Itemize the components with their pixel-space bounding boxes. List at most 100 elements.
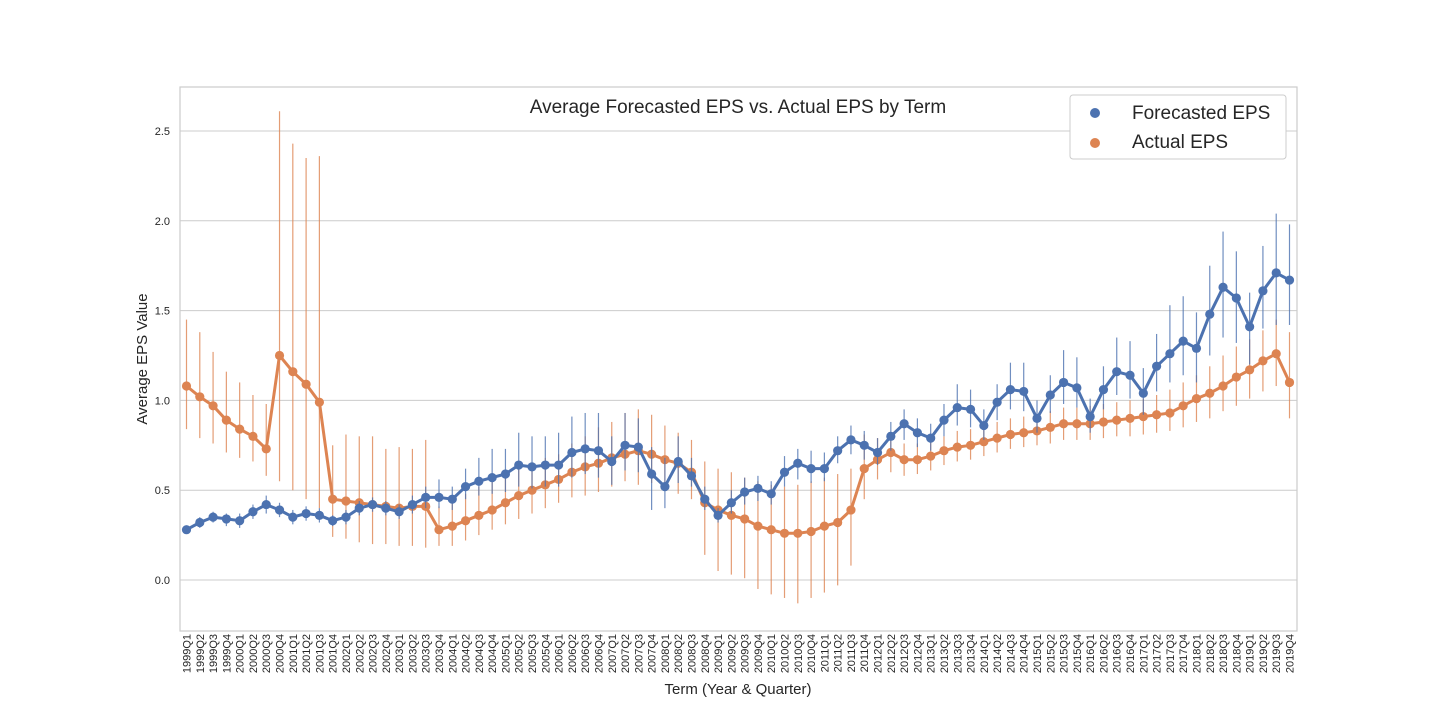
data-point (1258, 286, 1268, 296)
data-point (274, 505, 285, 515)
data-point (700, 494, 710, 504)
data-point (208, 512, 218, 522)
x-tick-label: 2018Q2 (1205, 634, 1217, 673)
data-point (181, 381, 192, 391)
x-tick-label: 2003Q4 (434, 634, 446, 673)
data-point (793, 458, 803, 468)
data-point (328, 516, 338, 526)
x-tick-label: 2006Q2 (567, 634, 579, 673)
x-tick-label: 2015Q1 (1032, 634, 1044, 673)
x-tick-label: 2014Q4 (1019, 634, 1031, 673)
data-point (235, 424, 245, 434)
x-tick-label: 2001Q3 (314, 634, 326, 673)
data-point (1205, 388, 1215, 398)
data-point (1019, 428, 1029, 438)
data-point (460, 516, 471, 526)
data-point (553, 460, 564, 470)
data-point (434, 492, 444, 502)
data-point (899, 419, 909, 429)
data-point (726, 510, 736, 520)
x-tick-label: 2010Q1 (766, 634, 778, 673)
x-tick-label: 2015Q2 (1045, 634, 1057, 673)
x-tick-label: 2002Q3 (368, 634, 380, 673)
x-tick-label: 2019Q1 (1245, 634, 1257, 673)
data-point (1085, 411, 1095, 422)
data-point (341, 512, 351, 522)
x-tick-label: 2003Q2 (407, 634, 419, 673)
data-point (979, 437, 989, 447)
x-tick-label: 2014Q2 (992, 634, 1004, 673)
data-point (1058, 377, 1069, 388)
data-point (487, 505, 497, 515)
data-point (500, 498, 511, 508)
x-tick-label: 2009Q3 (740, 634, 752, 673)
data-point (886, 431, 896, 441)
data-point (221, 415, 231, 425)
data-point (833, 446, 843, 456)
legend-marker-actual (1090, 138, 1100, 148)
data-point (1112, 415, 1122, 425)
x-tick-label: 2002Q4 (381, 634, 393, 673)
x-tick-labels: 1999Q1 1999Q2 1999Q3 1999Q4 2000Q1 2000Q2 2000… (182, 634, 1297, 673)
data-point (952, 442, 962, 452)
data-point (1005, 385, 1016, 395)
data-point (1072, 383, 1082, 393)
data-point (740, 487, 750, 497)
series-layer (181, 111, 1295, 604)
data-point (1032, 413, 1042, 423)
data-point (288, 367, 298, 377)
x-tick-label: 2009Q1 (713, 634, 725, 673)
x-tick-label: 2018Q4 (1231, 634, 1243, 673)
x-tick-label: 2013Q2 (939, 634, 951, 673)
data-point (527, 462, 537, 472)
x-tick-label: 2018Q1 (1191, 634, 1203, 673)
data-point (221, 514, 231, 524)
x-tick-label: 2007Q4 (647, 634, 659, 673)
x-tick-label: 2001Q2 (301, 634, 313, 673)
x-tick-label: 2008Q1 (660, 634, 672, 673)
x-tick-label: 2017Q3 (1165, 634, 1177, 673)
data-point (1231, 293, 1241, 303)
x-tick-label: 2005Q3 (527, 634, 539, 673)
x-tick-label: 2013Q4 (966, 634, 978, 673)
data-point (394, 507, 404, 517)
data-point (633, 442, 643, 452)
data-point (979, 420, 989, 431)
x-tick-label: 2012Q1 (873, 634, 885, 673)
data-point (926, 433, 936, 443)
data-point (833, 517, 843, 528)
x-tick-label: 2009Q4 (753, 634, 765, 673)
y-axis-label: Average EPS Value (134, 293, 151, 424)
data-point (779, 528, 790, 538)
data-point (1271, 349, 1281, 359)
data-point (301, 379, 311, 389)
data-point (1245, 365, 1255, 375)
data-point (328, 494, 338, 504)
x-tick-label: 2000Q4 (275, 634, 287, 673)
data-point (806, 464, 816, 474)
data-point (514, 490, 524, 501)
data-point (248, 431, 258, 441)
chart-title: Average Forecasted EPS vs. Actual EPS by… (530, 97, 946, 118)
data-point (1125, 413, 1135, 423)
x-tick-label: 2014Q3 (1005, 634, 1017, 673)
data-point (1284, 275, 1295, 285)
x-tick-label: 2010Q2 (780, 634, 792, 673)
x-tick-label: 2019Q4 (1285, 634, 1297, 673)
data-point (647, 469, 657, 479)
data-point (673, 456, 683, 467)
data-point (1231, 372, 1241, 382)
x-tick-label: 2015Q3 (1059, 634, 1071, 673)
data-point (859, 464, 869, 474)
x-tick-label: 2000Q2 (248, 634, 260, 673)
data-point (514, 460, 524, 470)
x-tick-label: 2011Q4 (859, 634, 871, 672)
x-tick-label: 2011Q1 (819, 634, 831, 672)
x-tick-label: 2003Q1 (394, 634, 406, 673)
data-point (965, 404, 976, 414)
data-point (726, 498, 736, 508)
x-tick-label: 1999Q2 (195, 634, 207, 673)
data-point (181, 525, 192, 535)
x-tick-label: 2008Q4 (700, 634, 712, 673)
